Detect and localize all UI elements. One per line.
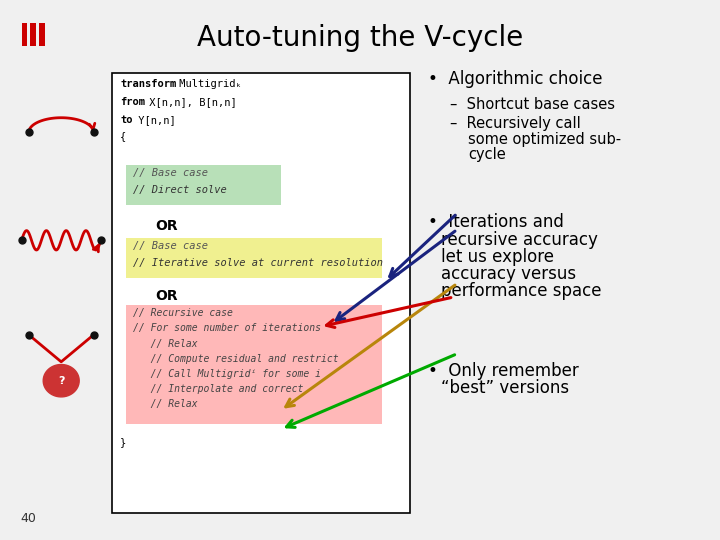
Text: // Base case: // Base case bbox=[133, 168, 208, 178]
Polygon shape bbox=[43, 364, 79, 397]
Text: Y[n,n]: Y[n,n] bbox=[132, 115, 176, 125]
Text: “best” versions: “best” versions bbox=[441, 379, 570, 397]
Text: 40: 40 bbox=[20, 512, 36, 525]
Text: // Recursive case: // Recursive case bbox=[133, 308, 233, 319]
FancyBboxPatch shape bbox=[22, 23, 27, 46]
Text: }: } bbox=[120, 437, 127, 448]
Text: Multigridₖ: Multigridₖ bbox=[173, 79, 241, 90]
Text: transform: transform bbox=[120, 79, 176, 90]
Text: •  Algorithmic choice: • Algorithmic choice bbox=[428, 70, 603, 88]
Text: ?: ? bbox=[58, 376, 66, 386]
Text: // Relax: // Relax bbox=[133, 399, 198, 409]
Text: •  Only remember: • Only remember bbox=[428, 362, 579, 380]
FancyBboxPatch shape bbox=[112, 73, 410, 513]
Text: let us explore: let us explore bbox=[441, 248, 554, 266]
Text: some optimized sub-: some optimized sub- bbox=[468, 132, 621, 147]
Text: // Iterative solve at current resolution: // Iterative solve at current resolution bbox=[133, 258, 383, 268]
FancyBboxPatch shape bbox=[30, 23, 36, 46]
Text: // Call Multigridⁱ for some i: // Call Multigridⁱ for some i bbox=[133, 369, 321, 379]
Text: // Direct solve: // Direct solve bbox=[133, 185, 227, 195]
Text: –  Shortcut base cases: – Shortcut base cases bbox=[450, 97, 615, 112]
Text: // Relax: // Relax bbox=[133, 339, 198, 349]
Text: recursive accuracy: recursive accuracy bbox=[441, 231, 598, 248]
Text: // For some number of iterations: // For some number of iterations bbox=[133, 323, 321, 334]
FancyBboxPatch shape bbox=[126, 305, 382, 424]
Text: from: from bbox=[120, 97, 145, 107]
Text: // Compute residual and restrict: // Compute residual and restrict bbox=[133, 354, 339, 364]
Text: performance space: performance space bbox=[441, 282, 602, 300]
Text: accuracy versus: accuracy versus bbox=[441, 265, 577, 283]
Text: // Interpolate and correct: // Interpolate and correct bbox=[133, 384, 304, 394]
FancyBboxPatch shape bbox=[126, 238, 382, 278]
Text: OR: OR bbox=[155, 289, 177, 303]
FancyBboxPatch shape bbox=[39, 23, 45, 46]
Text: cycle: cycle bbox=[468, 147, 505, 163]
Text: –  Recursively call: – Recursively call bbox=[450, 116, 581, 131]
Text: •  Iterations and: • Iterations and bbox=[428, 213, 564, 231]
FancyBboxPatch shape bbox=[126, 165, 281, 205]
Text: {: { bbox=[120, 131, 127, 141]
Text: OR: OR bbox=[155, 219, 177, 233]
Text: to: to bbox=[120, 115, 132, 125]
Text: Auto-tuning the V-cycle: Auto-tuning the V-cycle bbox=[197, 24, 523, 52]
Text: X[n,n], B[n,n]: X[n,n], B[n,n] bbox=[143, 97, 236, 107]
Text: // Base case: // Base case bbox=[133, 241, 208, 251]
